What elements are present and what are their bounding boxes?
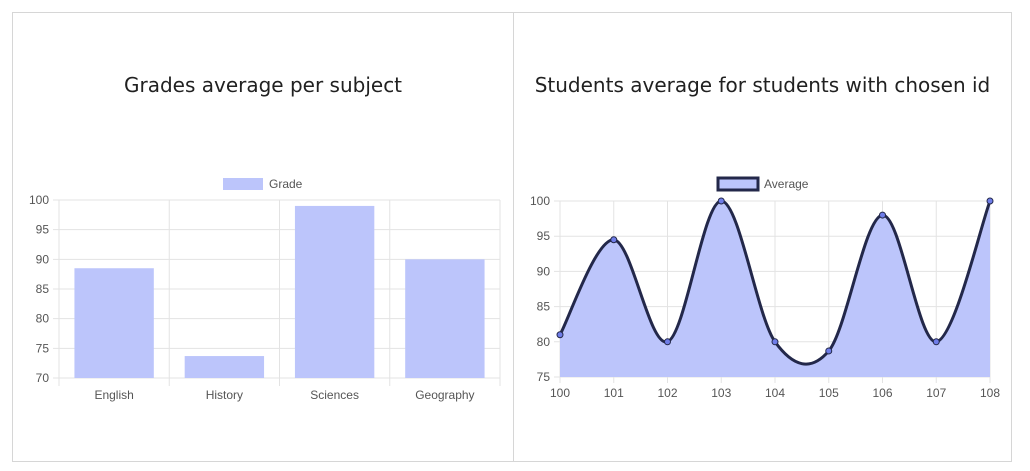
x-tick-label: Sciences: [310, 388, 359, 402]
x-tick-label: 102: [657, 386, 677, 400]
data-point-101: [610, 236, 618, 244]
card-divider: [513, 12, 514, 462]
x-tick-label: 100: [550, 386, 570, 400]
line-chart: Average 100 95 90 85 80 75 100 101 102 103 104 105 10…: [530, 176, 1000, 400]
x-tick-label: 101: [604, 386, 624, 400]
y-tick-label: 100: [29, 193, 49, 207]
x-tick-label: 108: [980, 386, 1000, 400]
y-tick-label: 75: [537, 370, 551, 384]
y-tick-label: 90: [36, 252, 50, 266]
bar-geography: [405, 259, 485, 378]
legend-swatch-grade: [223, 178, 263, 190]
x-tick-label: 104: [765, 386, 785, 400]
legend-swatch-average: [716, 176, 760, 192]
data-point-105: [825, 347, 833, 355]
y-tick-label: 75: [36, 341, 50, 355]
data-point-104: [771, 338, 779, 346]
bar-history: [184, 356, 265, 378]
area-fill-average: [560, 201, 990, 377]
data-point-107: [932, 338, 940, 346]
y-tick-label: 95: [36, 223, 50, 237]
bar-chart: Grade 100 95 90 85 80 75 70 English History Scienc…: [29, 177, 501, 402]
line-chart-title: Students average for students with chose…: [534, 73, 991, 97]
data-point-100: [556, 331, 564, 339]
series-line-average: [558, 199, 992, 366]
bar-sciences: [294, 205, 375, 378]
y-tick-label: 90: [537, 264, 551, 278]
y-tick-label: 100: [530, 194, 550, 208]
y-tick-label: 85: [36, 282, 50, 296]
legend-average: Average: [716, 176, 809, 192]
legend-label-grade: Grade: [269, 177, 303, 191]
line-chart-card: Students average for students with chose…: [514, 13, 1011, 461]
y-tick-label: 80: [537, 335, 551, 349]
y-tick-label: 70: [36, 371, 50, 385]
y-tick-label: 95: [537, 229, 551, 243]
data-point-102: [664, 338, 671, 346]
bar-english: [74, 268, 154, 378]
y-tick-label: 85: [537, 300, 551, 314]
x-tick-label: 103: [711, 386, 731, 400]
bar-chart-title: Grades average per subject: [123, 73, 403, 97]
data-point-103: [717, 197, 725, 205]
x-tick-label: 106: [872, 386, 892, 400]
x-tick-label: 105: [819, 386, 839, 400]
x-tick-label: English: [94, 388, 133, 402]
data-point-106: [879, 211, 886, 219]
x-tick-label: History: [206, 388, 243, 402]
x-tick-label: Geography: [415, 388, 474, 402]
bar-chart-card: Grades average per subject Grade 100 95 90 8…: [13, 13, 513, 461]
data-point-108: [986, 197, 994, 205]
legend-grade: Grade: [223, 177, 303, 191]
y-tick-label: 80: [36, 312, 50, 326]
dashboard-frame: [12, 12, 1012, 462]
legend-label-average: Average: [764, 177, 809, 191]
x-tick-label: 107: [926, 386, 946, 400]
